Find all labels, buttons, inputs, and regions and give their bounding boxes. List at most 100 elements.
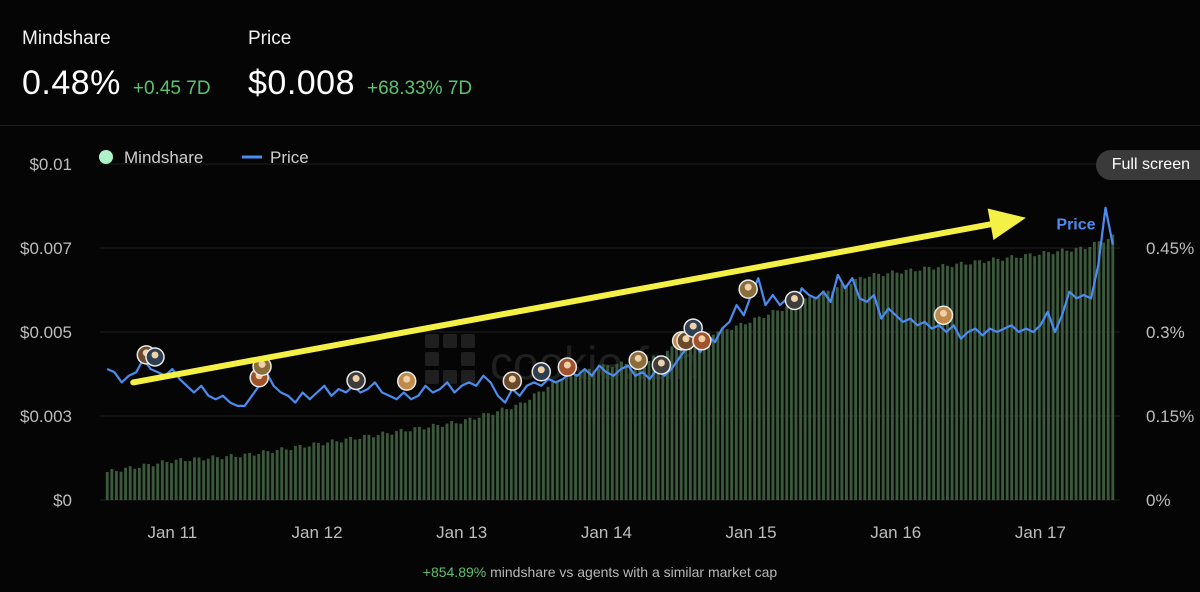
mindshare-bar bbox=[349, 436, 353, 500]
mindshare-bar bbox=[174, 459, 178, 500]
mindshare-bar bbox=[528, 399, 532, 500]
mindshare-bar bbox=[459, 423, 463, 500]
x-tick-label: Jan 17 bbox=[1015, 523, 1066, 542]
mindshare-bar bbox=[505, 409, 509, 500]
mindshare-bar bbox=[592, 370, 596, 500]
mindshare-bar bbox=[1060, 248, 1064, 500]
mindshare-bar bbox=[353, 439, 357, 500]
mindshare-bar bbox=[620, 361, 623, 500]
mindshare-bar bbox=[822, 290, 825, 500]
mindshare-value: 0.48% bbox=[22, 64, 121, 102]
footnote-text: mindshare vs agents with a similar marke… bbox=[486, 564, 778, 580]
mindshare-bar bbox=[165, 461, 169, 500]
mindshare-bar bbox=[500, 407, 504, 500]
arrow-head bbox=[987, 208, 1026, 241]
mindshare-bar bbox=[1065, 250, 1069, 500]
mindshare-bar bbox=[551, 381, 555, 500]
mindshare-bar bbox=[661, 355, 665, 500]
mindshare-bar bbox=[744, 324, 747, 500]
mindshare-bar bbox=[234, 456, 238, 500]
mindshare-bar bbox=[238, 457, 242, 500]
mindshare-bar bbox=[799, 303, 802, 500]
footnote: +854.89% mindshare vs agents with a simi… bbox=[0, 564, 1200, 580]
mindshare-bar bbox=[734, 325, 738, 500]
mindshare-bar bbox=[959, 261, 963, 500]
mindshare-bar bbox=[629, 364, 633, 500]
mindshare-bar bbox=[555, 380, 559, 500]
full-screen-button[interactable]: Full screen bbox=[1095, 150, 1200, 180]
mindshare-bar bbox=[812, 298, 816, 500]
mindshare-bar bbox=[762, 317, 766, 500]
mindshare-bar bbox=[771, 310, 775, 500]
mindshare-bar bbox=[946, 265, 949, 500]
mindshare-bar bbox=[753, 317, 757, 500]
mindshare-bar bbox=[381, 431, 385, 500]
mindshare-bar bbox=[569, 372, 573, 500]
mindshare-bar bbox=[124, 467, 128, 500]
mindshare-label: Mindshare bbox=[22, 28, 111, 49]
avatar-head bbox=[790, 294, 798, 302]
mindshare-bar bbox=[707, 332, 711, 500]
mindshare-bar bbox=[826, 290, 830, 500]
mindshare-bar bbox=[427, 427, 431, 500]
avatar-icon bbox=[933, 305, 954, 326]
avatar-head bbox=[939, 309, 947, 317]
mindshare-bar bbox=[142, 463, 146, 500]
mindshare-bar bbox=[748, 322, 752, 500]
mindshare-bar bbox=[886, 273, 890, 500]
mindshare-bar bbox=[450, 421, 454, 500]
y-left-tick-label: $0.005 bbox=[20, 323, 72, 342]
mindshare-bar bbox=[275, 450, 279, 500]
mindshare-bar bbox=[1024, 254, 1027, 500]
x-tick-label: Jan 16 bbox=[870, 523, 921, 542]
mindshare-bar bbox=[284, 449, 288, 500]
mindshare-bar bbox=[918, 270, 922, 500]
mindshare-bar bbox=[482, 413, 486, 500]
mindshare-bar bbox=[137, 467, 141, 500]
mindshare-bar bbox=[739, 322, 743, 500]
mindshare-bar bbox=[110, 468, 114, 500]
y-left-tick-label: $0 bbox=[53, 491, 72, 510]
mindshare-bars bbox=[105, 234, 1115, 500]
legend-mindshare-marker bbox=[99, 150, 113, 164]
arrow-shaft bbox=[130, 221, 994, 386]
mindshare-bar bbox=[229, 454, 233, 500]
mindshare-bar bbox=[936, 267, 940, 500]
mindshare-bar bbox=[220, 459, 224, 500]
mindshare-bar bbox=[863, 278, 867, 500]
mindshare-price-chart: cookie.fun Price $0$0.003$0.005$0.007$0.… bbox=[20, 148, 1194, 542]
mindshare-bar bbox=[399, 428, 403, 500]
mindshare-bar bbox=[468, 417, 472, 500]
mindshare-bar bbox=[923, 266, 926, 500]
mindshare-bar bbox=[1111, 234, 1115, 500]
mindshare-bar bbox=[858, 276, 862, 500]
mindshare-bar bbox=[606, 365, 610, 500]
mindshare-bar bbox=[1092, 241, 1096, 500]
mindshare-bar bbox=[721, 327, 724, 500]
mindshare-bar bbox=[408, 431, 412, 500]
mindshare-bar bbox=[514, 404, 518, 500]
avatar-icon bbox=[502, 371, 523, 391]
mindshare-bar bbox=[831, 291, 835, 500]
x-tick-label: Jan 14 bbox=[581, 523, 632, 542]
mindshare-bar bbox=[702, 332, 706, 500]
mindshare-bar bbox=[991, 257, 995, 500]
mindshare-bar bbox=[890, 270, 894, 500]
mindshare-bar bbox=[895, 272, 899, 500]
avatar-head bbox=[563, 361, 571, 369]
avatar-icon bbox=[738, 279, 758, 299]
y-right-tick-label: 0.3% bbox=[1146, 323, 1185, 342]
mindshare-bar bbox=[362, 434, 366, 500]
mindshare-bar bbox=[257, 453, 261, 500]
avatar-head bbox=[744, 283, 752, 291]
avatar-head bbox=[698, 335, 706, 343]
header-divider bbox=[0, 125, 1200, 126]
mindshare-bar bbox=[1001, 260, 1004, 500]
mindshare-bar bbox=[303, 447, 307, 500]
mindshare-bar bbox=[418, 426, 421, 500]
mindshare-bar bbox=[904, 269, 908, 500]
mindshare-bar bbox=[1019, 257, 1023, 500]
mindshare-bar bbox=[1056, 251, 1060, 500]
mindshare-bar bbox=[1051, 254, 1055, 500]
mindshare-bar bbox=[1074, 247, 1078, 500]
